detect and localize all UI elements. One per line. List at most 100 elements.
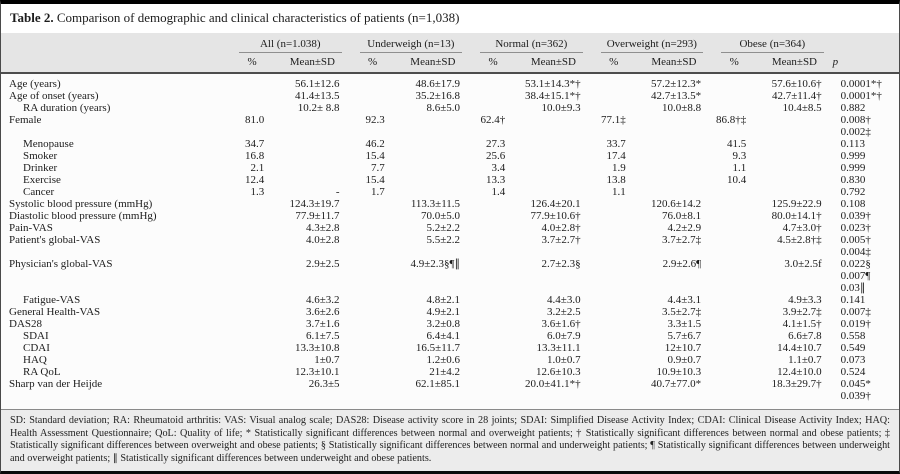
- mean-cell: [395, 150, 471, 162]
- p-value: 0.005†: [840, 234, 871, 246]
- pct-cell: [351, 73, 395, 90]
- mean-cell: [756, 138, 832, 150]
- mean-cell: 42.7±13.5*: [651, 90, 702, 102]
- pct-cell: [712, 222, 756, 234]
- mean-cell: 10.4±8.5: [782, 102, 822, 114]
- p-cell: 0.141: [833, 294, 899, 306]
- row-label: Female: [9, 114, 42, 126]
- pct-cell: 41.5: [727, 138, 747, 150]
- pct-cell: [592, 90, 636, 102]
- mean-cell: 10.2± 8.8: [297, 102, 340, 114]
- group-header-overweight: Overweight (n=293): [591, 33, 713, 53]
- mean-cell: 4.7±3.0†: [782, 222, 822, 234]
- p-value: 0.882: [840, 102, 866, 114]
- mean-cell: 3.9±2.7‡: [782, 306, 822, 318]
- mean-subheader: Mean±SD: [635, 53, 713, 74]
- mean-cell: 4.0±2.8: [305, 234, 340, 246]
- mean-cell: 12.6±10.3: [536, 366, 581, 378]
- pct-cell: [471, 366, 515, 378]
- table-number: Table 2.: [10, 10, 54, 25]
- mean-cell: 113.3±11.5: [410, 198, 461, 210]
- p-value: 0.007‡: [840, 306, 871, 318]
- p-cell: 0.792: [833, 186, 899, 198]
- mean-cell: [274, 162, 350, 174]
- p-value: 0.022§: [840, 258, 871, 270]
- pct-cell: [230, 222, 274, 234]
- group-header-row: All (n=1.038) Underweigh (n=13) Normal (…: [1, 33, 899, 53]
- pct-cell: [471, 318, 515, 330]
- mean-subheader: Mean±SD: [274, 53, 351, 74]
- p-value: 0.108: [840, 198, 866, 210]
- row-label: Sharp van der Heijde: [9, 378, 103, 390]
- mean-cell: 124.3±19.7: [289, 198, 340, 210]
- pct-cell: [712, 198, 756, 210]
- pct-cell: [712, 73, 756, 90]
- table-row: Smoker 16.8 15.4 25.6 17.4 9.3 0.999: [1, 150, 899, 162]
- pct-cell: 1.1: [732, 162, 747, 174]
- pct-cell: [592, 318, 636, 330]
- pct-cell: [471, 354, 515, 366]
- table-row: SDAI 6.1±7.5 6.4±4.1 6.0±7.9 5.7±6.7 6.6±7.8 0…: [1, 330, 899, 342]
- mean-cell: 12±10.7: [664, 342, 702, 354]
- table-body: Age (years) 56.1±12.6 48.6±17.9 53.1±14.3*†…: [1, 73, 899, 402]
- pct-cell: [230, 306, 274, 318]
- pct-cell: 33.7: [606, 138, 626, 150]
- group-header-all: All (n=1.038): [230, 33, 351, 53]
- pct-cell: [230, 90, 274, 102]
- table-row: Female 81.0 92.3 62.4† 77.1‡ 86.8†‡ 0.008† 0.00…: [1, 114, 899, 138]
- mean-cell: [274, 150, 350, 162]
- table-row: Diastolic blood pressure (mmHg) 77.9±11.7…: [1, 210, 899, 222]
- pct-cell: 15.4: [365, 174, 385, 186]
- pct-cell: [712, 234, 756, 258]
- mean-cell: 4.9±2.1: [426, 306, 461, 318]
- p-cell: 0.045* 0.039†: [833, 378, 899, 402]
- pct-cell: [351, 330, 395, 342]
- p-cell: 0.999: [833, 162, 899, 174]
- mean-cell: 6.6±7.8: [788, 330, 822, 342]
- pct-cell: [351, 342, 395, 354]
- mean-cell: [395, 114, 471, 138]
- mean-cell: 120.6±14.2: [651, 198, 702, 210]
- pct-cell: 34.7: [244, 138, 265, 150]
- mean-cell: [636, 186, 712, 198]
- row-label: Cancer: [23, 186, 55, 198]
- pct-cell: 15.4: [365, 150, 385, 162]
- row-label: HAQ: [23, 354, 47, 366]
- pct-cell: [351, 90, 395, 102]
- mean-cell: 2.9±2.5: [305, 258, 340, 270]
- mean-subheader: Mean±SD: [756, 53, 833, 74]
- pct-cell: [351, 306, 395, 318]
- mean-cell: [756, 114, 832, 138]
- mean-cell: [274, 174, 350, 186]
- mean-cell: 4.8±2.1: [426, 294, 461, 306]
- p-cell: 0.039†: [833, 210, 899, 222]
- mean-cell: 8.6±5.0: [426, 102, 461, 114]
- mean-cell: 3.2±0.8: [426, 318, 461, 330]
- pct-cell: [351, 210, 395, 222]
- mean-cell: [515, 138, 591, 150]
- mean-cell: 5.5±2.2: [426, 234, 461, 246]
- mean-cell: -: [335, 186, 340, 198]
- mean-cell: 13.3±11.1: [536, 342, 581, 354]
- mean-cell: 4.3±2.8: [305, 222, 340, 234]
- mean-cell: 18.3±29.7†: [771, 378, 822, 390]
- pct-cell: [230, 198, 274, 210]
- pct-cell: [592, 234, 636, 258]
- row-label: Age of onset (years): [9, 90, 99, 102]
- mean-cell: 3.3±1.5: [667, 318, 702, 330]
- pct-cell: [471, 306, 515, 318]
- p-cell: 0.549: [833, 342, 899, 354]
- table-row: Menopause 34.7 46.2 27.3 33.7 41.5 0.113: [1, 138, 899, 150]
- pct-cell: [351, 198, 395, 210]
- pct-cell: 62.4†: [480, 114, 506, 126]
- mean-cell: [636, 114, 712, 138]
- table-row: Age (years) 56.1±12.6 48.6±17.9 53.1±14.3*†…: [1, 73, 899, 90]
- p-cell: 0.022§ 0.007¶ 0.03∥: [833, 258, 899, 294]
- p-cell: 0.108: [833, 198, 899, 210]
- pct-cell: [592, 222, 636, 234]
- label-subheader: [1, 53, 231, 74]
- mean-cell: 10.9±10.3: [656, 366, 702, 378]
- mean-cell: 3.7±1.6: [305, 318, 340, 330]
- pct-cell: 27.3: [485, 138, 506, 150]
- mean-cell: [515, 150, 591, 162]
